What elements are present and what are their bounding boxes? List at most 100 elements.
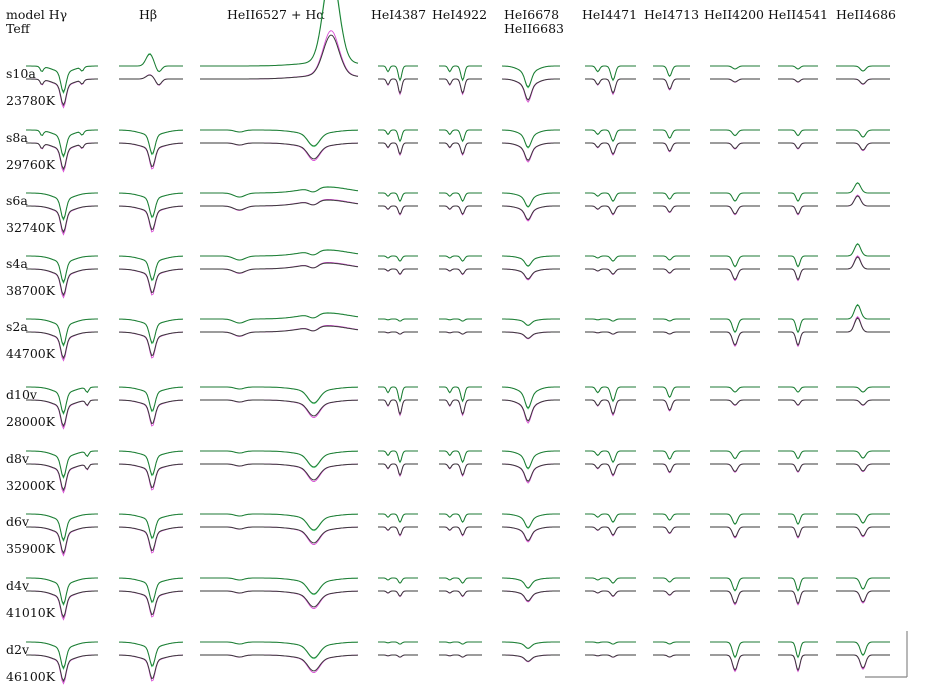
lower-spectrum bbox=[378, 526, 418, 536]
lower-spectrum-magenta bbox=[502, 268, 560, 281]
spectrum-panel bbox=[653, 192, 690, 214]
lower-spectrum-magenta bbox=[502, 590, 560, 603]
upper-spectrum bbox=[200, 513, 359, 531]
lower-spectrum bbox=[119, 399, 184, 425]
spectrum-panel bbox=[778, 318, 818, 348]
upper-spectrum-light bbox=[502, 255, 560, 267]
spectrum-panel bbox=[439, 318, 482, 335]
spectrum-panel bbox=[836, 65, 890, 86]
upper-spectrum bbox=[710, 641, 760, 658]
upper-spectrum-light bbox=[501, 513, 560, 529]
column-label-he4922: HeI4922 bbox=[432, 7, 487, 22]
spectrum-panel bbox=[778, 65, 818, 83]
lower-spectrum-magenta bbox=[836, 654, 890, 671]
lower-spectrum bbox=[119, 74, 183, 86]
lower-spectrum bbox=[585, 526, 636, 536]
upper-spectrum bbox=[200, 450, 359, 468]
spectrum-panel bbox=[653, 641, 690, 658]
upper-spectrum bbox=[119, 641, 184, 667]
upper-spectrum bbox=[710, 192, 760, 202]
row-teff-label: 28000K bbox=[6, 414, 56, 429]
upper-spectrum bbox=[200, 0, 359, 67]
upper-spectrum bbox=[836, 450, 890, 459]
lower-spectrum bbox=[653, 526, 690, 534]
lower-spectrum bbox=[585, 268, 636, 275]
upper-spectrum-light bbox=[710, 192, 760, 202]
row-teff-label: 38700K bbox=[6, 283, 56, 298]
spectrum-panel bbox=[26, 577, 98, 621]
header-model-label: model Hγ bbox=[6, 7, 67, 22]
upper-spectrum bbox=[502, 318, 560, 326]
spectra-row-d8v bbox=[26, 450, 890, 494]
upper-spectrum bbox=[200, 641, 359, 659]
lower-spectrum bbox=[653, 142, 690, 152]
upper-spectrum-light bbox=[778, 255, 818, 268]
lower-spectrum bbox=[26, 331, 98, 360]
upper-spectrum bbox=[200, 386, 359, 404]
spectrum-panel bbox=[778, 255, 818, 282]
upper-spectrum bbox=[653, 192, 690, 200]
spectra-row-d10v bbox=[26, 386, 890, 430]
upper-spectrum bbox=[378, 65, 418, 82]
lower-spectrum bbox=[710, 526, 760, 538]
upper-spectrum bbox=[439, 255, 482, 262]
spectrum-panel bbox=[26, 65, 98, 109]
upper-spectrum bbox=[119, 129, 184, 155]
upper-spectrum bbox=[439, 641, 482, 645]
spectrum-panel bbox=[502, 318, 560, 340]
upper-spectrum bbox=[836, 65, 890, 72]
lower-spectrum bbox=[439, 590, 482, 597]
upper-spectrum-light bbox=[836, 129, 890, 138]
spectrum-panel bbox=[200, 386, 359, 418]
upper-spectrum-light bbox=[501, 129, 560, 149]
lower-spectrum-magenta bbox=[200, 654, 359, 673]
upper-spectrum-light bbox=[200, 513, 359, 532]
column-label-he4713: HeI4713 bbox=[644, 7, 699, 22]
row-teff-label: 29760K bbox=[6, 157, 56, 172]
column-label-heii4686: HeII4686 bbox=[836, 7, 896, 22]
upper-spectrum bbox=[653, 318, 690, 322]
lower-spectrum bbox=[378, 463, 418, 476]
spectrum-panel bbox=[439, 450, 482, 478]
upper-spectrum-light bbox=[200, 641, 359, 660]
upper-spectrum-light bbox=[710, 255, 760, 268]
lower-spectrum bbox=[119, 463, 184, 489]
lower-spectrum bbox=[778, 399, 818, 406]
lower-spectrum bbox=[501, 463, 560, 482]
lower-spectrum bbox=[836, 654, 890, 669]
spectrum-panel bbox=[778, 577, 818, 606]
lower-spectrum bbox=[26, 463, 98, 492]
upper-spectrum bbox=[778, 577, 818, 592]
upper-spectrum bbox=[836, 304, 890, 320]
spectra-row-s8a bbox=[26, 129, 890, 173]
spectrum-panel bbox=[439, 513, 482, 537]
upper-spectrum bbox=[502, 641, 560, 649]
upper-spectrum bbox=[439, 386, 482, 403]
upper-spectrum bbox=[119, 513, 184, 539]
lower-spectrum bbox=[119, 205, 184, 231]
upper-spectrum bbox=[26, 450, 98, 479]
lower-spectrum bbox=[26, 142, 98, 171]
lower-spectrum bbox=[836, 195, 890, 207]
upper-spectrum bbox=[778, 450, 818, 460]
upper-spectrum bbox=[585, 450, 636, 463]
upper-spectrum bbox=[778, 386, 818, 393]
spectrum-panel bbox=[836, 577, 890, 604]
lower-spectrum bbox=[26, 399, 98, 428]
upper-spectrum bbox=[501, 450, 560, 469]
upper-spectrum bbox=[501, 129, 560, 148]
column-label-heii4200: HeII4200 bbox=[704, 7, 764, 22]
spectrum-panel bbox=[439, 255, 482, 276]
spectrum-panel bbox=[119, 192, 184, 233]
spectrum-panel bbox=[119, 53, 183, 86]
scale-bar bbox=[865, 631, 908, 678]
upper-spectrum bbox=[26, 577, 98, 606]
upper-spectrum bbox=[653, 450, 690, 460]
upper-spectrum-light bbox=[836, 577, 890, 591]
column-label-heii4541: HeII4541 bbox=[768, 7, 828, 22]
lower-spectrum bbox=[502, 590, 560, 602]
upper-spectrum bbox=[439, 513, 482, 523]
lower-spectrum bbox=[778, 268, 818, 281]
lower-spectrum bbox=[778, 526, 818, 538]
